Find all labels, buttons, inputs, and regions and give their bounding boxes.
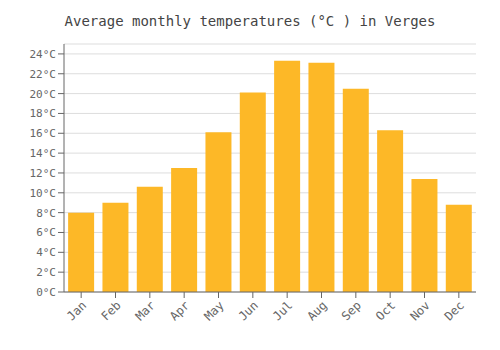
svg-text:Aug: Aug [304,298,329,323]
svg-text:Oct: Oct [373,298,398,323]
svg-text:20°C: 20°C [30,88,57,101]
svg-text:0°C: 0°C [36,286,56,299]
svg-text:Feb: Feb [98,298,123,323]
svg-text:6°C: 6°C [36,226,56,239]
svg-text:Jul: Jul [270,298,295,323]
svg-text:22°C: 22°C [30,68,57,81]
svg-text:16°C: 16°C [30,127,57,140]
svg-text:May: May [201,298,226,323]
html-text:Average monthly temperatures (: Average monthly temperatures (°C ) in Ve… [64,13,436,29]
svg-text:Dec: Dec [442,298,467,323]
svg-text:Nov: Nov [407,298,432,323]
svg-text:Mar: Mar [133,298,158,323]
svg-text:Sep: Sep [339,298,364,323]
svg-text:10°C: 10°C [30,187,57,200]
svg-text:Apr: Apr [167,298,192,323]
svg-text:8°C: 8°C [36,207,56,220]
svg-text:Jun: Jun [236,298,261,323]
svg-text:Jan: Jan [64,298,89,323]
svg-text:18°C: 18°C [30,107,57,120]
svg-text:2°C: 2°C [36,266,56,279]
svg-text:14°C: 14°C [30,147,57,160]
svg-text:12°C: 12°C [30,167,57,180]
svg-text:24°C: 24°C [30,48,57,61]
svg-text:4°C: 4°C [36,246,56,259]
